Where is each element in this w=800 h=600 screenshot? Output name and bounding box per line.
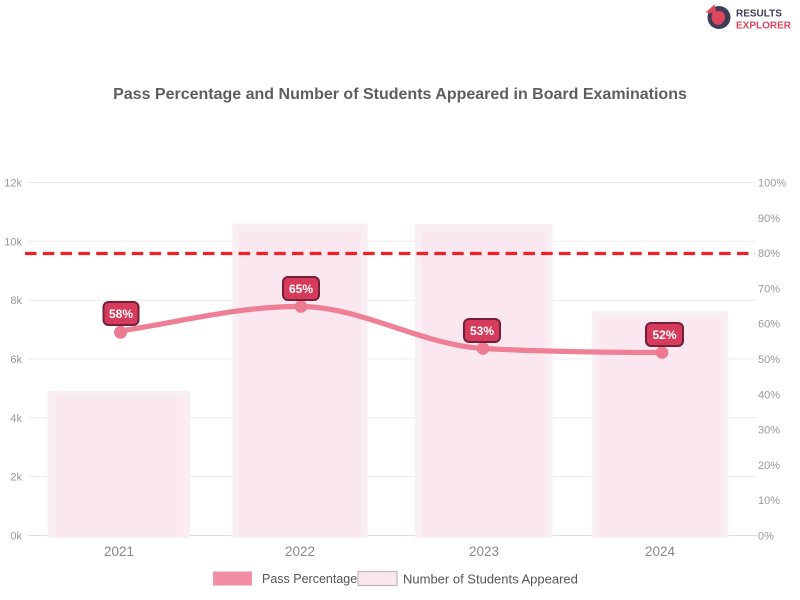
svg-text:53%: 53% <box>470 324 494 338</box>
svg-text:EXPLORER: EXPLORER <box>736 21 792 32</box>
svg-text:20%: 20% <box>758 460 780 472</box>
svg-text:70%: 70% <box>758 283 780 295</box>
svg-text:RESULTS: RESULTS <box>736 9 782 20</box>
svg-text:30%: 30% <box>758 425 780 437</box>
svg-text:6k: 6k <box>10 354 22 366</box>
svg-text:52%: 52% <box>652 328 676 342</box>
svg-text:100%: 100% <box>758 178 786 190</box>
svg-text:2024: 2024 <box>645 544 676 559</box>
svg-text:4k: 4k <box>10 413 22 425</box>
svg-text:Pass Percentage and Number of: Pass Percentage and Number of Students A… <box>113 86 687 103</box>
svg-text:90%: 90% <box>758 213 780 225</box>
svg-text:40%: 40% <box>758 389 780 401</box>
svg-text:2022: 2022 <box>285 544 315 559</box>
svg-text:0%: 0% <box>758 531 774 543</box>
svg-text:2021: 2021 <box>104 544 134 559</box>
svg-text:80%: 80% <box>758 248 780 260</box>
svg-text:8k: 8k <box>10 295 22 307</box>
svg-text:2023: 2023 <box>469 544 499 559</box>
svg-text:65%: 65% <box>289 282 313 296</box>
svg-text:10k: 10k <box>4 236 22 248</box>
svg-text:0k: 0k <box>10 531 22 543</box>
svg-text:58%: 58% <box>109 307 133 321</box>
svg-text:2k: 2k <box>10 472 22 484</box>
svg-text:60%: 60% <box>758 319 780 331</box>
svg-text:Number of Students Appeared: Number of Students Appeared <box>403 572 578 587</box>
svg-text:Pass Percentage: Pass Percentage <box>262 572 357 586</box>
svg-text:10%: 10% <box>758 495 780 507</box>
svg-text:12k: 12k <box>4 178 22 190</box>
svg-text:50%: 50% <box>758 354 780 366</box>
